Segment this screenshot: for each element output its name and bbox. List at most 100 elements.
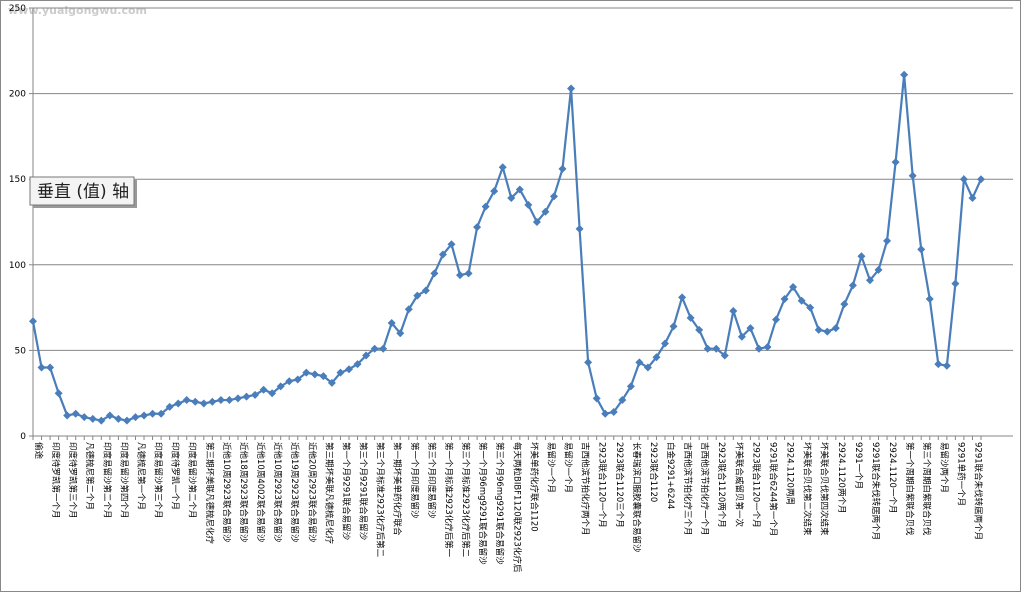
x-tick-group: 2923联合1120两个月 bbox=[716, 442, 727, 528]
x-tick-label: 第一个月96mg9291联合易留沙 bbox=[477, 442, 488, 565]
x-tick-label: 2923联合1120两个月 bbox=[716, 442, 727, 528]
x-tick-group: 第一个月标准2923化疗后第一 bbox=[443, 442, 454, 558]
x-tick-group: 长春瑞滨口服胶囊联合易留沙 bbox=[631, 442, 642, 553]
x-tick-group: 吉西他滨节拍化疗两个月 bbox=[580, 442, 591, 536]
x-tick-group: 吉西他滨节拍化疗三个月 bbox=[682, 442, 693, 536]
data-point bbox=[575, 224, 584, 233]
x-tick-label: 第一个周期白紫联合贝伐 bbox=[904, 442, 915, 536]
x-tick-group: 白金9291+6244 bbox=[665, 442, 676, 509]
data-point bbox=[558, 164, 567, 173]
x-tick-group: 第三个月标准2923化疗后第二 bbox=[375, 442, 386, 558]
data-point bbox=[900, 70, 909, 79]
x-tick-label: 第三个周期白紫联合贝伐 bbox=[921, 442, 932, 536]
x-tick-group: 第一个月9291联合易留沙 bbox=[340, 442, 351, 541]
data-point bbox=[772, 315, 781, 324]
x-tick-group: 近他10周2923联合易留沙 bbox=[272, 442, 283, 543]
y-tick-label: 250 bbox=[9, 4, 26, 14]
data-point bbox=[567, 84, 576, 93]
data-point bbox=[387, 319, 396, 328]
x-tick-label: 吉西他滨节拍化疗两个月 bbox=[580, 442, 591, 536]
data-point bbox=[285, 377, 294, 386]
data-point bbox=[763, 342, 772, 351]
x-tick-group: 坏美联合贝伐第二次结束 bbox=[802, 442, 813, 536]
x-tick-label: 9291联合6244第一个月 bbox=[767, 442, 778, 536]
x-tick-label: 9291联合朱伐转居两个月 bbox=[870, 442, 881, 540]
x-tick-group: 2924.1120一个月 bbox=[887, 442, 897, 513]
x-tick-group: 2923联合1120一个月 bbox=[597, 442, 608, 528]
y-tick-label: 150 bbox=[9, 175, 26, 185]
data-point bbox=[541, 207, 550, 216]
x-tick-label: 近他18周2923联合易留沙 bbox=[238, 442, 249, 543]
data-point bbox=[780, 295, 789, 304]
x-tick-group: 坏美联合威留贝第一次 bbox=[733, 442, 744, 528]
data-point bbox=[268, 389, 277, 398]
data-point bbox=[806, 303, 815, 312]
x-tick-label: 易留沙一个月 bbox=[545, 442, 556, 493]
data-point bbox=[515, 185, 524, 194]
data-point bbox=[345, 365, 353, 374]
x-tick-group: 第一期坏美单药化疗联合 bbox=[392, 442, 403, 536]
data-point bbox=[37, 363, 46, 372]
x-tick-label: 2923联合1120一个月 bbox=[750, 442, 761, 528]
data-point bbox=[549, 192, 558, 201]
x-tick-group: 印度易留沙第三个月 bbox=[153, 442, 164, 519]
data-point bbox=[319, 372, 328, 381]
data-point bbox=[524, 200, 533, 209]
data-point bbox=[934, 360, 943, 369]
x-tick-label: 第三个月96mg9291联合易留沙 bbox=[494, 442, 505, 565]
x-tick-group: 印度待罗凯第一个月 bbox=[50, 442, 61, 519]
data-point bbox=[712, 344, 721, 353]
data-point bbox=[105, 411, 114, 420]
x-tick-label: 印度待罗凯第一个月 bbox=[50, 442, 61, 519]
x-tick-label: 坏美单药化疗联合1120 bbox=[528, 442, 539, 532]
x-tick-label: 印度待罗凯第三个月 bbox=[67, 442, 78, 519]
data-point bbox=[114, 414, 123, 423]
x-tick-label: 第三期坏美联凡德梳尼化疗 bbox=[204, 442, 215, 545]
data-point bbox=[199, 399, 208, 408]
data-point bbox=[490, 187, 499, 196]
data-point bbox=[652, 353, 661, 362]
y-tick-label: 200 bbox=[9, 90, 26, 100]
data-point bbox=[165, 402, 174, 411]
x-tick-group: 第三期坏美联凡德梳尼化疗 bbox=[204, 442, 215, 545]
data-point bbox=[259, 385, 268, 394]
x-tick-label: 第三个月9291联合易留沙 bbox=[358, 442, 369, 541]
data-point bbox=[80, 413, 89, 422]
x-tick-label: 每天两粒BIBF1120联2923化疗后 bbox=[511, 442, 522, 573]
x-tick-label: 坏美联合贝伐第二次结束 bbox=[802, 442, 813, 536]
x-tick-group: 第三个月标准2923化疗后第二 bbox=[460, 442, 471, 558]
x-tick-label: 近他20周2923联合易留沙 bbox=[306, 442, 317, 543]
x-tick-group: 偷途 bbox=[33, 442, 44, 460]
data-point bbox=[456, 271, 465, 280]
x-tick-label: 9291一个月 bbox=[853, 442, 863, 489]
x-tick-group: 凡德梳尼第二个月 bbox=[84, 442, 95, 510]
x-tick-label: 长春瑞滨口服胶囊联合易留沙 bbox=[631, 442, 642, 553]
data-point bbox=[865, 276, 874, 285]
x-tick-label: 第三个月标准2923化疗后第二 bbox=[375, 442, 386, 558]
data-point bbox=[54, 389, 63, 398]
x-tick-group: 9291联合6244第一个月 bbox=[767, 442, 778, 536]
x-tick-label: 易留沙两个月 bbox=[938, 442, 949, 493]
data-point bbox=[814, 325, 823, 334]
x-tick-group: 坏美单药化疗联合1120 bbox=[528, 442, 539, 532]
data-point bbox=[643, 363, 652, 372]
data-point bbox=[883, 236, 892, 245]
x-tick-label: 坏美联合威留贝第一次 bbox=[733, 442, 744, 528]
data-point bbox=[370, 344, 379, 353]
data-point bbox=[626, 382, 635, 391]
x-tick-label: 2923联合1120一个月 bbox=[597, 442, 608, 528]
data-point bbox=[729, 307, 738, 316]
x-tick-label: 印度待罗凯一个月 bbox=[170, 442, 181, 510]
data-point bbox=[737, 332, 746, 341]
data-point bbox=[362, 351, 371, 360]
x-tick-label: 2924.1120两个月 bbox=[836, 442, 846, 513]
x-tick-group: 易留沙两个月 bbox=[938, 442, 949, 493]
x-tick-label: 印度易留沙第四个月 bbox=[118, 442, 129, 519]
data-point bbox=[695, 325, 704, 334]
x-tick-group: 2923联合1120 bbox=[648, 442, 659, 502]
x-tick-label: 坏美联合贝伐第四次结束 bbox=[819, 442, 830, 536]
tooltip: 垂直 (值) 轴 bbox=[29, 176, 137, 208]
data-point bbox=[140, 411, 149, 420]
x-tick-label: 凡德梳尼第一个月 bbox=[135, 442, 146, 510]
